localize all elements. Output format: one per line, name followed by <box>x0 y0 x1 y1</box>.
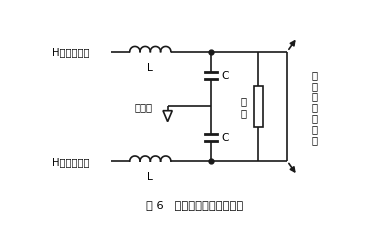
Text: H桥正输出端: H桥正输出端 <box>52 47 90 57</box>
Text: C: C <box>222 133 229 143</box>
Text: 负
载: 负 载 <box>240 96 246 118</box>
Text: L: L <box>147 171 153 181</box>
Text: 图 6   输出滤波部分电路结构: 图 6 输出滤波部分电路结构 <box>146 200 244 210</box>
Text: C: C <box>222 71 229 81</box>
Polygon shape <box>163 111 172 122</box>
Text: 参考地: 参考地 <box>134 102 152 112</box>
Text: 至
电
压
采
样
电
路: 至 电 压 采 样 电 路 <box>312 70 317 144</box>
Bar <box>254 86 263 128</box>
Text: H桥负输出端: H桥负输出端 <box>52 156 90 166</box>
Text: L: L <box>147 63 153 73</box>
